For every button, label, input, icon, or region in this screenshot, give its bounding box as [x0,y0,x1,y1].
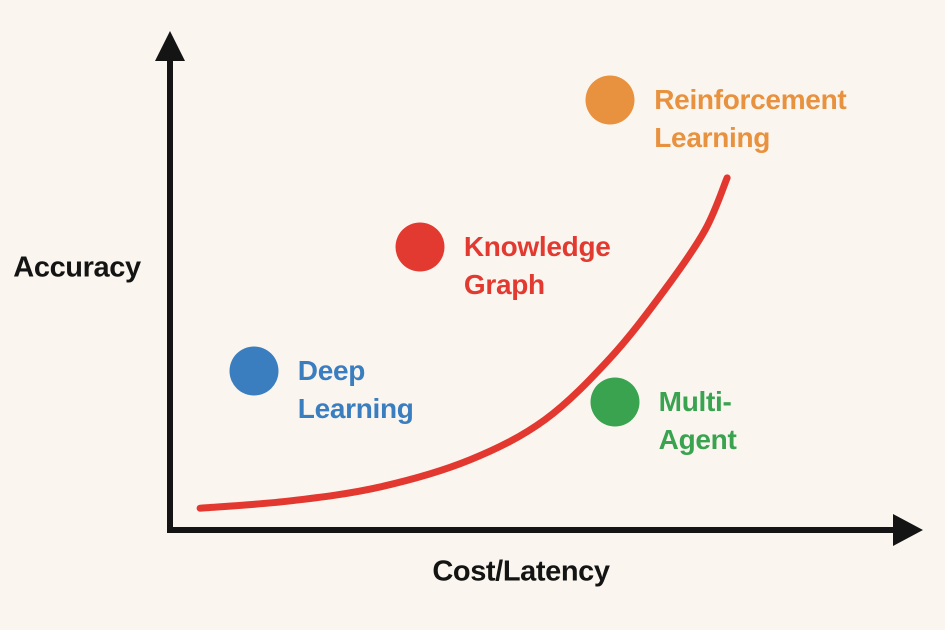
point-label-knowledge-graph: Knowledge Graph [463,230,611,300]
point-label-deep-learning: Deep Learning [297,355,414,425]
point-dot-knowledge-graph [395,222,445,272]
point-label-reinforcement-learning: Reinforcement Learning [654,84,847,154]
point-label-multi-agent: Multi-Agent [658,385,737,455]
x-axis-arrowhead-icon [893,514,923,546]
point-dot-deep-learning [229,346,279,396]
y-axis-arrowhead-icon [155,31,185,61]
y-axis-label: Accuracy [13,251,141,284]
x-axis-label: Cost/Latency [432,555,610,588]
point-dot-reinforcement-learning [585,75,635,125]
point-dot-multi-agent [590,377,640,427]
tradeoff-curve [196,174,731,512]
